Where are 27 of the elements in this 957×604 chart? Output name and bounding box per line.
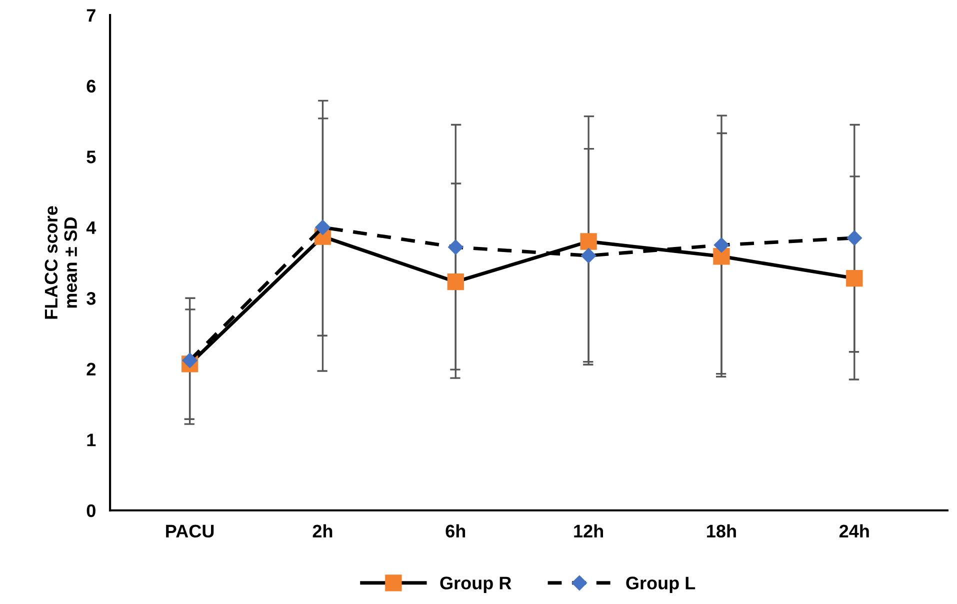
x-tick-label: 2h: [312, 524, 332, 538]
point: [580, 233, 597, 250]
y-tick-label: 0: [86, 504, 96, 518]
point: [714, 237, 730, 253]
y-axis-title: FLACC score mean ± SD: [44, 206, 77, 319]
y-tick-label: 6: [86, 80, 96, 93]
y-tick-label: 5: [86, 150, 96, 164]
point: [846, 230, 862, 246]
x-tick-label: PACU: [166, 524, 214, 538]
y-tick-label: 4: [86, 221, 96, 234]
point: [182, 352, 198, 368]
y-tick-label: 2: [86, 362, 96, 376]
point: [315, 220, 330, 235]
point: [580, 248, 596, 264]
x-tick-label: 24h: [839, 524, 869, 538]
x-tick-label: 12h: [574, 524, 603, 538]
point: [713, 248, 730, 265]
x-tick-label: 6h: [446, 524, 466, 538]
legend-label: Group R: [440, 576, 512, 593]
x-tick-label: 18h: [707, 524, 736, 538]
y-tick-label: 3: [86, 292, 96, 305]
point: [447, 274, 464, 290]
legend-label: Group L: [626, 576, 696, 593]
y-tick-label: 7: [86, 9, 96, 22]
point: [846, 270, 863, 287]
point: [448, 240, 464, 255]
y-tick-label: 1: [87, 434, 96, 446]
